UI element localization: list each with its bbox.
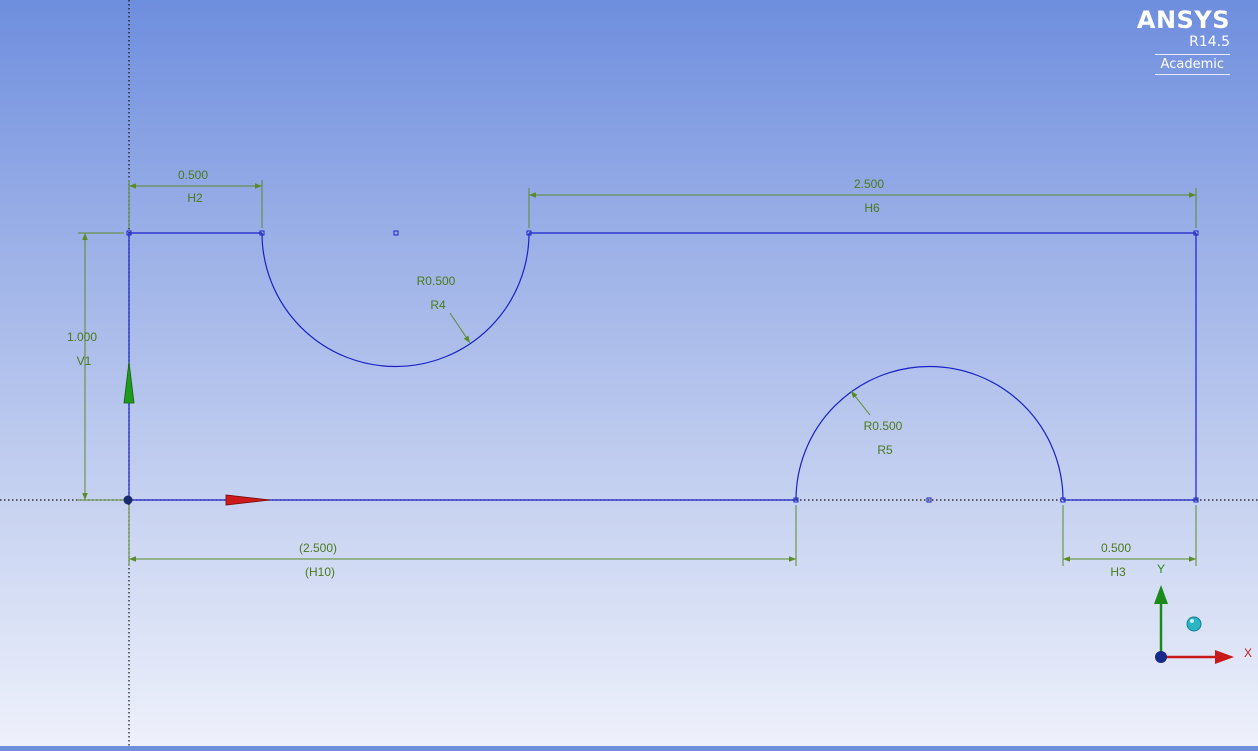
x-axis-label: X bbox=[1244, 646, 1252, 660]
dimension-value: R0.500 bbox=[417, 274, 456, 288]
point[interactable] bbox=[1060, 497, 1066, 503]
point[interactable] bbox=[393, 230, 399, 236]
sketch-points[interactable] bbox=[126, 230, 1199, 503]
y-direction-arrow-icon bbox=[123, 361, 135, 404]
dimension-name: (H10) bbox=[305, 565, 335, 579]
x-axis-arrow-icon bbox=[1215, 650, 1234, 664]
point[interactable] bbox=[1193, 497, 1199, 503]
arc-bottom-semicircle[interactable] bbox=[795, 365, 1064, 501]
sketch-profile[interactable] bbox=[128, 232, 1197, 501]
arc-top-semicircle[interactable] bbox=[261, 232, 530, 368]
isometric-view-ball-icon[interactable] bbox=[1186, 616, 1202, 632]
y-axis-label: Y bbox=[1157, 562, 1165, 576]
triad-origin-icon bbox=[1155, 651, 1167, 663]
y-axis-arrow-icon bbox=[1154, 585, 1168, 604]
dimension-value: 0.500 bbox=[1101, 541, 1131, 555]
dimension-name: V1 bbox=[77, 354, 92, 368]
dimension-value: 1.000 bbox=[67, 330, 97, 344]
origin-point-icon[interactable] bbox=[123, 495, 133, 505]
point[interactable] bbox=[259, 230, 265, 236]
ansys-logo: ANSYS R14.5 Academic bbox=[1137, 6, 1230, 75]
point[interactable] bbox=[926, 497, 932, 503]
dimension-name: R4 bbox=[430, 298, 446, 312]
dimension-r4[interactable]: R0.500 R4 bbox=[417, 274, 471, 344]
global-axis-triad[interactable]: Y X bbox=[1154, 562, 1252, 664]
dimension-h6[interactable]: 2.500 H6 bbox=[528, 177, 1197, 228]
dimension-h10[interactable]: (2.500) (H10) bbox=[128, 505, 797, 579]
dimension-h2[interactable]: 0.500 H2 bbox=[128, 168, 263, 228]
dimension-name: R5 bbox=[877, 443, 893, 457]
logo-brand: ANSYS bbox=[1136, 6, 1230, 34]
dimension-name: H2 bbox=[187, 191, 203, 205]
x-direction-arrow-icon bbox=[225, 494, 271, 506]
dimension-value: 0.500 bbox=[178, 168, 208, 182]
point[interactable] bbox=[793, 497, 799, 503]
point[interactable] bbox=[126, 230, 132, 236]
dimension-value: 2.500 bbox=[854, 177, 884, 191]
dimension-name: H6 bbox=[864, 201, 880, 215]
point[interactable] bbox=[526, 230, 532, 236]
dimension-v1[interactable]: 1.000 V1 bbox=[67, 232, 124, 501]
sketch-origin-triad bbox=[123, 361, 271, 506]
logo-version: R14.5 bbox=[1189, 34, 1230, 50]
dimension-value: (2.500) bbox=[299, 541, 337, 555]
point[interactable] bbox=[1193, 230, 1199, 236]
dimension-h3[interactable]: 0.500 H3 bbox=[1062, 505, 1197, 579]
dimension-value: R0.500 bbox=[864, 419, 903, 433]
logo-edition: Academic bbox=[1154, 54, 1230, 75]
dimension-r5[interactable]: R0.500 R5 bbox=[850, 390, 903, 457]
dimension-name: H3 bbox=[1110, 565, 1126, 579]
